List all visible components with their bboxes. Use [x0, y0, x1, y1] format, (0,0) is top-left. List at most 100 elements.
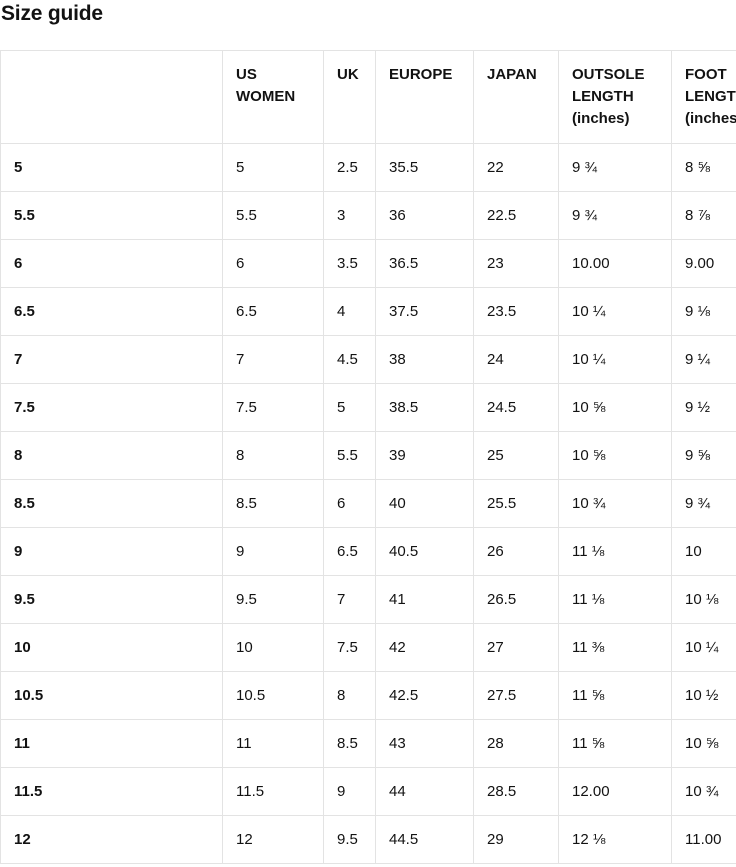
- table-cell: 11 ⅛: [558, 575, 672, 624]
- table-cell: 7.5: [323, 623, 376, 672]
- row-size-cell: 6: [0, 239, 223, 288]
- table-cell: 9 ¼: [671, 335, 736, 384]
- table-cell: 9 ¾: [671, 479, 736, 528]
- table-cell: 6: [323, 479, 376, 528]
- table-cell: 8 ⅞: [671, 191, 736, 240]
- table-cell: 10 ¾: [671, 767, 736, 816]
- table-cell: 10 ½: [671, 671, 736, 720]
- table-cell: 9.5: [323, 815, 376, 864]
- table-cell: 11 ⅝: [558, 671, 672, 720]
- table-cell: 6.5: [323, 527, 376, 576]
- table-cell: 7: [323, 575, 376, 624]
- row-size-cell: 9.5: [0, 575, 223, 624]
- table-cell: 43: [375, 719, 474, 768]
- table-cell: 24.5: [473, 383, 559, 432]
- row-size-cell: 11.5: [0, 767, 223, 816]
- table-cell: 27.5: [473, 671, 559, 720]
- row-size-cell: 5.5: [0, 191, 223, 240]
- table-cell: 7: [222, 335, 324, 384]
- table-cell: 5.5: [323, 431, 376, 480]
- table-row: 9 9 6.5 40.5 26 11 ⅛ 10: [0, 527, 736, 576]
- table-cell: 29: [473, 815, 559, 864]
- table-cell: 8.5: [323, 719, 376, 768]
- table-cell: 40.5: [375, 527, 474, 576]
- table-cell: 10: [671, 527, 736, 576]
- column-header-foot-length-inches: FOOT LENGTH (inches): [671, 50, 736, 144]
- table-cell: 36.5: [375, 239, 474, 288]
- row-size-cell: 9: [0, 527, 223, 576]
- table-cell: 12.00: [558, 767, 672, 816]
- table-cell: 5.5: [222, 191, 324, 240]
- table-cell: 9 ⅛: [671, 287, 736, 336]
- table-cell: 10 ¼: [671, 623, 736, 672]
- table-cell: 4: [323, 287, 376, 336]
- table-cell: 39: [375, 431, 474, 480]
- row-size-cell: 8.5: [0, 479, 223, 528]
- table-cell: 7.5: [222, 383, 324, 432]
- table-cell: 10 ⅛: [671, 575, 736, 624]
- table-cell: 3.5: [323, 239, 376, 288]
- column-header-outsole-length-inches: OUTSOLE LENGTH (inches): [558, 50, 672, 144]
- table-cell: 9 ⅝: [671, 431, 736, 480]
- table-cell: 24: [473, 335, 559, 384]
- table-cell: 42: [375, 623, 474, 672]
- table-row: 6 6 3.5 36.5 23 10.00 9.00: [0, 239, 736, 288]
- table-cell: 9.5: [222, 575, 324, 624]
- table-cell: 36: [375, 191, 474, 240]
- header-row: US WOMEN UK EUROPE JAPAN OUTSOLE LENGTH (inc…: [0, 50, 736, 144]
- table-cell: 11 ⅛: [558, 527, 672, 576]
- table-cell: 12 ⅛: [558, 815, 672, 864]
- table-cell: 28: [473, 719, 559, 768]
- table-cell: 28.5: [473, 767, 559, 816]
- row-size-cell: 11: [0, 719, 223, 768]
- column-header-us-women: US WOMEN: [222, 50, 324, 144]
- table-cell: 11.5: [222, 767, 324, 816]
- table-cell: 25: [473, 431, 559, 480]
- size-guide-table: US WOMEN UK EUROPE JAPAN OUTSOLE LENGTH (inc…: [0, 50, 736, 864]
- table-cell: 6: [222, 239, 324, 288]
- table-cell: 38.5: [375, 383, 474, 432]
- table-cell: 42.5: [375, 671, 474, 720]
- column-header-japan: JAPAN: [473, 50, 559, 144]
- table-cell: 5: [323, 383, 376, 432]
- table-cell: 8: [323, 671, 376, 720]
- table-cell: 10 ⅝: [558, 383, 672, 432]
- table-cell: 9 ½: [671, 383, 736, 432]
- table-cell: 22: [473, 143, 559, 192]
- column-header-uk: UK: [323, 50, 376, 144]
- table-cell: 5: [222, 143, 324, 192]
- table-row: 12 12 9.5 44.5 29 12 ⅛ 11.00: [0, 815, 736, 864]
- table-cell: 12: [222, 815, 324, 864]
- table-cell: 10 ¼: [558, 287, 672, 336]
- row-size-cell: 10.5: [0, 671, 223, 720]
- column-header-europe: EUROPE: [375, 50, 474, 144]
- table-cell: 2.5: [323, 143, 376, 192]
- table-cell: 4.5: [323, 335, 376, 384]
- table-cell: 10 ⅝: [558, 431, 672, 480]
- row-size-cell: 5: [0, 143, 223, 192]
- table-row: 10 10 7.5 42 27 11 ⅜ 10 ¼: [0, 623, 736, 672]
- table-cell: 10 ⅝: [671, 719, 736, 768]
- table-cell: 35.5: [375, 143, 474, 192]
- table-cell: 9: [222, 527, 324, 576]
- table-cell: 8 ⅝: [671, 143, 736, 192]
- row-size-cell: 6.5: [0, 287, 223, 336]
- row-size-cell: 7: [0, 335, 223, 384]
- table-cell: 41: [375, 575, 474, 624]
- table-cell: 26.5: [473, 575, 559, 624]
- table-cell: 10.00: [558, 239, 672, 288]
- table-cell: 8.5: [222, 479, 324, 528]
- table-cell: 38: [375, 335, 474, 384]
- table-cell: 9 ¾: [558, 191, 672, 240]
- size-table-container: US WOMEN UK EUROPE JAPAN OUTSOLE LENGTH (inc…: [0, 50, 736, 864]
- table-cell: 27: [473, 623, 559, 672]
- table-cell: 6.5: [222, 287, 324, 336]
